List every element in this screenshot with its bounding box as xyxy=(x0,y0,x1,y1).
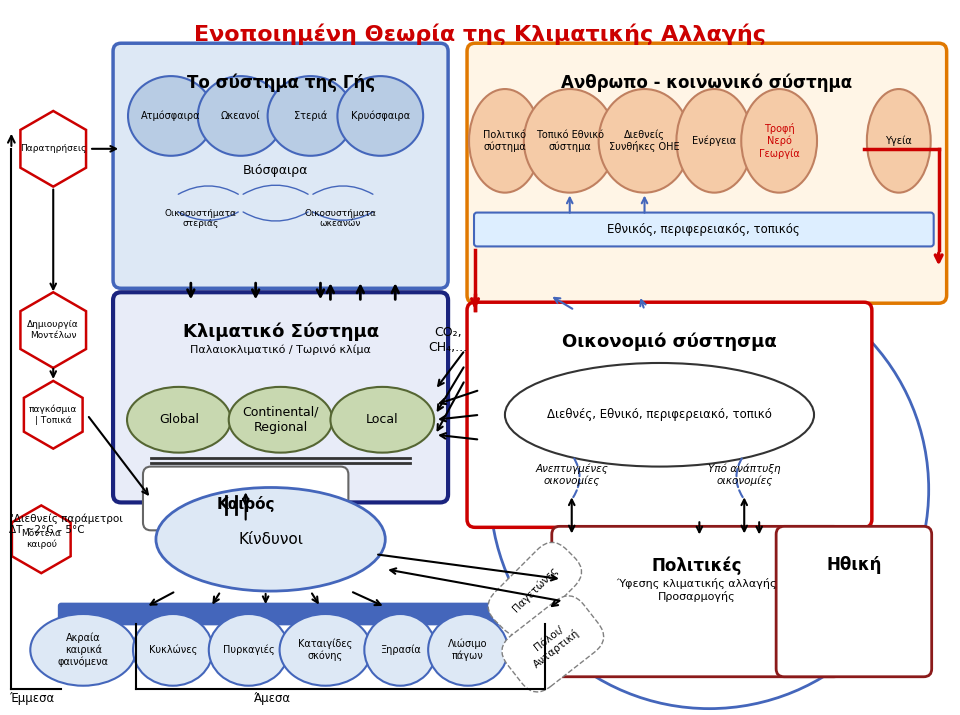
Ellipse shape xyxy=(268,76,353,156)
FancyBboxPatch shape xyxy=(143,467,348,531)
Text: Τροφή
Νερό
Γεωργία: Τροφή Νερό Γεωργία xyxy=(758,123,800,159)
Text: Πόλοι/
Ανταρτική: Πόλοι/ Ανταρτική xyxy=(524,618,582,670)
Text: Κλιματικό Σύστημα: Κλιματικό Σύστημα xyxy=(182,322,378,340)
Ellipse shape xyxy=(198,76,283,156)
Text: Ενέργεια: Ενέργεια xyxy=(692,136,736,146)
Ellipse shape xyxy=(599,89,690,192)
Ellipse shape xyxy=(469,89,540,192)
Text: Πυρκαγιές: Πυρκαγιές xyxy=(223,645,275,655)
Ellipse shape xyxy=(677,89,753,192)
Ellipse shape xyxy=(741,89,817,192)
Text: Το σύστημα της Γής: Το σύστημα της Γής xyxy=(186,73,374,92)
Polygon shape xyxy=(20,111,86,187)
Text: CO₂,
CH₄,...: CO₂, CH₄,... xyxy=(428,326,468,354)
Text: Κυκλώνες: Κυκλώνες xyxy=(149,645,197,655)
Text: Στεριά: Στεριά xyxy=(294,111,327,121)
Text: Ανεπτυγμένες
οικονομίες: Ανεπτυγμένες οικονομίες xyxy=(536,463,609,486)
Text: Οικοσυστήματα
στεριάς: Οικοσυστήματα στεριάς xyxy=(165,209,237,228)
Text: Ενοποιημένη Θεωρία της Κλιματικής Αλλαγής: Ενοποιημένη Θεωρία της Κλιματικής Αλλαγή… xyxy=(194,24,766,45)
Text: Εθνικός, περιφερειακός, τοπικός: Εθνικός, περιφερειακός, τοπικός xyxy=(608,223,801,236)
Polygon shape xyxy=(20,292,86,368)
Polygon shape xyxy=(12,506,71,573)
Text: Λιώσιμο
πάγων: Λιώσιμο πάγων xyxy=(448,638,488,661)
Text: Υπό ανάπτυξη
οικονομίες: Υπό ανάπτυξη οικονομίες xyxy=(708,463,780,486)
Ellipse shape xyxy=(228,387,332,453)
Ellipse shape xyxy=(208,614,289,686)
Text: Καταιγίδες
σκόνης: Καταιγίδες σκόνης xyxy=(299,638,352,661)
Text: Ύφεσης κλιματικής αλλαγής
Προσαρμογής: Ύφεσης κλιματικής αλλαγής Προσαρμογής xyxy=(616,578,778,602)
Text: Πολιτικές: Πολιτικές xyxy=(652,556,742,575)
Ellipse shape xyxy=(133,614,213,686)
Ellipse shape xyxy=(127,387,230,453)
Text: Ξηρασία: Ξηρασία xyxy=(380,645,420,655)
Text: Υγεία: Υγεία xyxy=(885,136,912,146)
Text: Local: Local xyxy=(366,413,398,426)
Ellipse shape xyxy=(337,76,423,156)
Ellipse shape xyxy=(156,488,385,591)
Polygon shape xyxy=(24,381,83,448)
Text: Global: Global xyxy=(158,413,199,426)
FancyBboxPatch shape xyxy=(474,212,934,247)
Text: Δημιουργία
Μοντέλων: Δημιουργία Μοντέλων xyxy=(28,320,79,340)
Text: Άμεσα: Άμεσα xyxy=(254,692,291,705)
Text: Διεθνές, Εθνικό, περιφερειακό, τοπικό: Διεθνές, Εθνικό, περιφερειακό, τοπικό xyxy=(547,408,772,421)
Text: Βιόσφαιρα: Βιόσφαιρα xyxy=(243,164,308,177)
Ellipse shape xyxy=(128,76,214,156)
FancyBboxPatch shape xyxy=(467,302,872,528)
FancyBboxPatch shape xyxy=(552,526,842,677)
Text: παγκόσμια
| Τοπικά: παγκόσμια | Τοπικά xyxy=(29,405,78,425)
Text: Καιρός: Καιρός xyxy=(216,496,275,513)
Text: Έμμεσα: Έμμεσα xyxy=(10,692,55,705)
Text: Ανθρωπο - κοινωνικό σύστημα: Ανθρωπο - κοινωνικό σύστημα xyxy=(562,73,852,92)
Text: Κρυόσφαιρα: Κρυόσφαιρα xyxy=(350,111,410,121)
Ellipse shape xyxy=(279,614,372,686)
Ellipse shape xyxy=(505,363,814,467)
Text: Ατμόσφαιρα: Ατμόσφαιρα xyxy=(141,111,201,121)
Ellipse shape xyxy=(867,89,930,192)
Ellipse shape xyxy=(330,387,434,453)
Text: Μοντέλα
καιρού: Μοντέλα καιρού xyxy=(21,529,61,549)
Ellipse shape xyxy=(31,614,136,686)
Text: Τοπικό Εθνικό
σύστημα: Τοπικό Εθνικό σύστημα xyxy=(536,129,604,152)
Text: Ηθική: Ηθική xyxy=(827,556,881,574)
FancyBboxPatch shape xyxy=(113,292,448,503)
Text: Ωκεανοί: Ωκεανοί xyxy=(221,111,260,121)
Text: "Διεθνείς παράμετροι
ΔT ~2°C – 5°C: "Διεθνείς παράμετροι ΔT ~2°C – 5°C xyxy=(10,513,123,536)
Text: Πολιτικό
σύστημα: Πολιτικό σύστημα xyxy=(484,129,526,152)
Ellipse shape xyxy=(524,89,615,192)
FancyBboxPatch shape xyxy=(60,604,552,624)
Text: Διεθνείς
Συνθήκες ΟΗΕ: Διεθνείς Συνθήκες ΟΗΕ xyxy=(610,129,680,152)
Text: Οικονομιό σύστησμα: Οικονομιό σύστησμα xyxy=(562,332,777,350)
Text: Ακραία
καιρικά
φαινόμενα: Ακραία καιρικά φαινόμενα xyxy=(58,632,108,667)
Text: Παρατηρήσεις: Παρατηρήσεις xyxy=(20,144,86,153)
Ellipse shape xyxy=(428,614,508,686)
Ellipse shape xyxy=(365,614,436,686)
Text: Παγετώνες: Παγετώνες xyxy=(510,564,560,613)
FancyBboxPatch shape xyxy=(113,43,448,288)
Text: Οικοσυστήματα
ωκεανών: Οικοσυστήματα ωκεανών xyxy=(304,209,376,228)
FancyBboxPatch shape xyxy=(776,526,932,677)
Text: Continental/
Regional: Continental/ Regional xyxy=(242,405,319,434)
Text: Κίνδυνοι: Κίνδυνοι xyxy=(238,532,303,547)
Text: Παλαιοκλιματικό / Τωρινό κλίμα: Παλαιοκλιματικό / Τωρινό κλίμα xyxy=(190,344,371,355)
FancyBboxPatch shape xyxy=(467,43,947,303)
